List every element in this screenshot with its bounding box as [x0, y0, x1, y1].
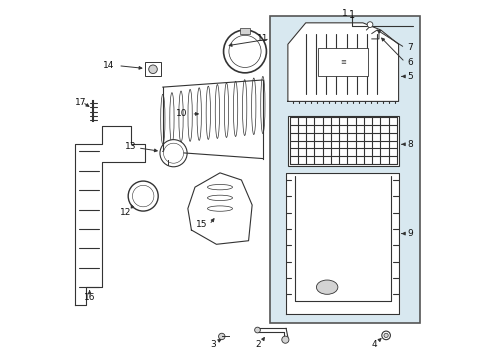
Text: 4: 4: [371, 340, 377, 349]
Circle shape: [132, 185, 154, 207]
FancyBboxPatch shape: [270, 16, 420, 323]
Circle shape: [384, 333, 388, 338]
Circle shape: [382, 331, 391, 340]
Bar: [240, 28, 250, 33]
Text: 14: 14: [103, 61, 115, 70]
Polygon shape: [286, 173, 398, 314]
Ellipse shape: [197, 88, 201, 140]
Ellipse shape: [170, 93, 174, 143]
Text: 7: 7: [407, 43, 413, 52]
Text: 16: 16: [84, 293, 96, 302]
Text: ≡: ≡: [340, 59, 346, 65]
Ellipse shape: [261, 76, 265, 134]
Ellipse shape: [224, 83, 229, 138]
Text: 5: 5: [407, 72, 413, 81]
Ellipse shape: [215, 85, 220, 139]
Text: 15: 15: [196, 220, 207, 229]
Ellipse shape: [207, 206, 232, 211]
Polygon shape: [75, 126, 145, 305]
Circle shape: [164, 143, 184, 163]
Circle shape: [219, 333, 225, 340]
Ellipse shape: [243, 80, 247, 135]
Ellipse shape: [188, 89, 192, 141]
Text: 13: 13: [124, 141, 136, 150]
Ellipse shape: [317, 280, 338, 294]
Circle shape: [149, 65, 157, 73]
Polygon shape: [288, 23, 398, 102]
Ellipse shape: [161, 94, 165, 144]
Circle shape: [255, 327, 260, 333]
Circle shape: [223, 30, 267, 73]
Ellipse shape: [179, 91, 183, 142]
Text: 1: 1: [342, 9, 348, 18]
Text: 9: 9: [407, 229, 413, 238]
Text: 12: 12: [121, 208, 132, 217]
Ellipse shape: [206, 86, 210, 139]
Circle shape: [128, 181, 158, 211]
Bar: [318, 48, 368, 76]
Text: 11: 11: [257, 35, 268, 44]
Polygon shape: [188, 173, 252, 244]
Ellipse shape: [252, 78, 256, 135]
Circle shape: [282, 336, 289, 343]
Text: 2: 2: [255, 340, 261, 349]
Text: 6: 6: [407, 58, 413, 67]
FancyBboxPatch shape: [288, 116, 398, 166]
Text: 8: 8: [407, 140, 413, 149]
Ellipse shape: [233, 81, 238, 136]
Circle shape: [367, 22, 373, 27]
Text: 1: 1: [349, 10, 355, 19]
Bar: [145, 62, 161, 76]
Text: 17: 17: [75, 98, 87, 107]
Text: 3: 3: [211, 340, 217, 349]
Circle shape: [160, 140, 187, 167]
Text: 10: 10: [176, 109, 188, 118]
Ellipse shape: [207, 195, 232, 201]
Circle shape: [229, 35, 261, 67]
Ellipse shape: [207, 184, 232, 190]
